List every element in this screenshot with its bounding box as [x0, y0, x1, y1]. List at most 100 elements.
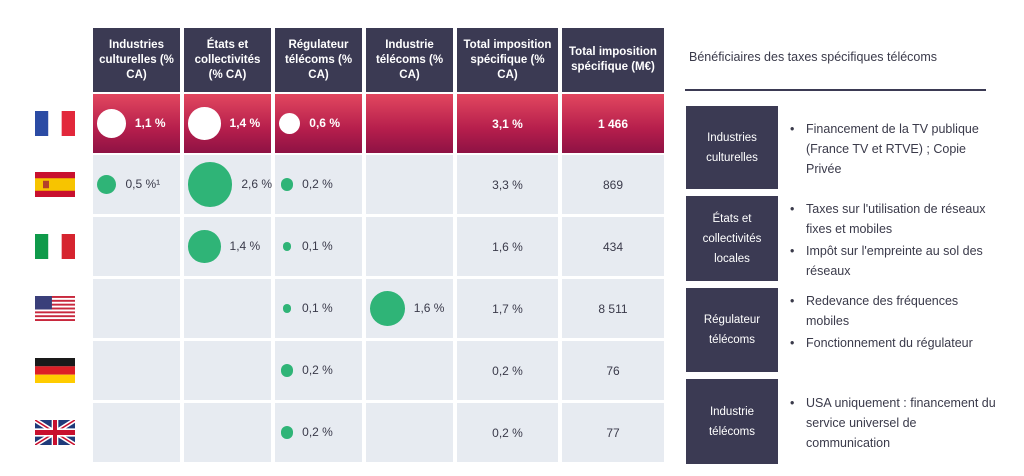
total-label: 869 — [602, 177, 624, 192]
beneficiary-list-regulateur-telecoms: Redevance des fréquences mobiles Fonctio… — [790, 291, 1000, 355]
cell-etats-collectivites: 2,6 % — [184, 155, 273, 214]
cell-total-meur: 77 — [562, 403, 664, 462]
beneficiary-item: Redevance des fréquences mobiles — [790, 291, 1000, 331]
value-label: 0,5 %¹ — [125, 177, 161, 191]
value-label: 0,1 % — [302, 239, 333, 253]
value-label: 1,1 % — [134, 116, 166, 130]
cell-etats-collectivites — [184, 403, 271, 462]
value-label: 1,4 % — [229, 239, 261, 253]
beneficiary-item: Impôt sur l'empreinte au sol des réseaux — [790, 241, 1000, 281]
cell-etats-collectivites — [184, 279, 271, 338]
beneficiary-label-etats-collectivites: États et collectivités locales — [686, 196, 778, 281]
flag-france-icon — [35, 111, 75, 136]
cell-regulateur: 0,1 % — [275, 279, 362, 338]
cell-regulateur: 0,1 % — [275, 217, 362, 276]
value-bubble — [282, 304, 292, 313]
col-header-total-meur: Total imposition spécifique (M€) — [562, 28, 664, 92]
value-label: 0,2 % — [302, 425, 333, 439]
value-label: 0,6 % — [309, 116, 340, 130]
cell-industrie — [366, 341, 453, 400]
value-bubble — [280, 178, 294, 191]
value-label: 2,6 % — [241, 177, 273, 191]
cell-industrie — [366, 217, 453, 276]
cell-industrie — [366, 94, 453, 153]
cell-total-pct: 1,6 % — [457, 217, 558, 276]
total-label: 8 511 — [598, 301, 628, 316]
beneficiary-item: Fonctionnement du régulateur — [790, 333, 1000, 353]
cell-industries-culturelles — [93, 403, 180, 462]
total-label: 1,6 % — [492, 239, 523, 254]
value-label: 1,4 % — [229, 116, 261, 130]
total-label: 0,2 % — [492, 425, 523, 440]
beneficiary-list-industries-culturelles: Financement de la TV publique (France TV… — [790, 119, 1000, 181]
value-bubble — [188, 162, 233, 207]
value-label: 0,1 % — [302, 301, 333, 315]
cell-industries-culturelles — [93, 341, 180, 400]
cell-etats-collectivites — [184, 341, 271, 400]
value-bubble — [282, 242, 292, 251]
value-bubble — [279, 112, 301, 135]
cell-total-pct: 3,3 % — [457, 155, 558, 214]
cell-total-pct: 0,2 % — [457, 341, 558, 400]
flag-spain-icon — [35, 172, 75, 197]
value-label: 0,2 % — [302, 363, 333, 377]
cell-industries-culturelles — [93, 279, 180, 338]
beneficiary-item: Taxes sur l'utilisation de réseaux fixes… — [790, 199, 1000, 239]
flag-italy-icon — [35, 234, 75, 259]
cell-total-meur: 8 511 — [562, 279, 664, 338]
cell-regulateur: 0,2 % — [275, 341, 362, 400]
beneficiary-label-industrie-telecoms: Industrie télécoms — [686, 379, 778, 464]
total-label: 3,1 % — [492, 116, 523, 131]
beneficiaries-divider — [685, 89, 986, 91]
cell-industrie: 1,6 % — [366, 279, 453, 338]
value-bubble — [188, 230, 221, 263]
value-bubble — [97, 174, 117, 195]
cell-industries-culturelles: 1,1 % — [93, 94, 180, 153]
cell-industrie — [366, 403, 453, 462]
beneficiary-list-industrie-telecoms: USA uniquement : financement du service … — [790, 393, 1000, 455]
cell-total-meur: 76 — [562, 341, 664, 400]
cell-regulateur: 0,6 % — [275, 94, 362, 153]
flag-germany-icon — [35, 358, 75, 383]
cell-total-pct: 0,2 % — [457, 403, 558, 462]
col-header-regulateur-telecoms: Régulateur télécoms (% CA) — [275, 28, 362, 92]
beneficiary-item: USA uniquement : financement du service … — [790, 393, 1000, 453]
cell-etats-collectivites: 1,4 % — [184, 217, 271, 276]
col-header-total-pct: Total imposition spécifique (% CA) — [457, 28, 558, 92]
total-label: 77 — [606, 425, 620, 440]
total-label: 3,3 % — [492, 177, 523, 192]
col-header-industrie-telecoms: Industrie télécoms (% CA) — [366, 28, 453, 92]
value-label: 1,6 % — [413, 301, 445, 315]
cell-total-meur: 869 — [562, 155, 664, 214]
total-label: 1 466 — [597, 116, 629, 131]
col-header-etats-collectivites: États et collectivités (% CA) — [184, 28, 271, 92]
total-label: 76 — [606, 363, 620, 378]
cell-total-meur: 1 466 — [562, 94, 664, 153]
cell-industrie — [366, 155, 453, 214]
value-bubble — [97, 109, 126, 138]
cell-total-pct: 3,1 % — [457, 94, 558, 153]
value-bubble — [280, 426, 294, 439]
value-bubble — [280, 364, 294, 377]
total-label: 434 — [602, 239, 624, 254]
cell-regulateur: 0,2 % — [275, 403, 362, 462]
beneficiaries-title: Bénéficiaires des taxes spécifiques télé… — [689, 50, 938, 64]
total-label: 0,2 % — [492, 363, 523, 378]
cell-industries-culturelles — [93, 217, 180, 276]
beneficiary-list-etats-collectivites: Taxes sur l'utilisation de réseaux fixes… — [790, 199, 1000, 283]
cell-total-pct: 1,7 % — [457, 279, 558, 338]
flag-usa-icon — [35, 296, 75, 321]
beneficiary-item: Financement de la TV publique (France TV… — [790, 119, 1000, 179]
beneficiary-label-industries-culturelles: Industries culturelles — [686, 106, 778, 189]
col-header-industries-culturelles: Industries culturelles (% CA) — [93, 28, 180, 92]
value-bubble — [370, 291, 405, 326]
beneficiary-label-regulateur-telecoms: Régulateur télécoms — [686, 288, 778, 372]
value-label: 0,2 % — [302, 177, 333, 191]
value-bubble — [188, 107, 221, 140]
total-label: 1,7 % — [492, 301, 523, 316]
cell-industries-culturelles: 0,5 %¹ — [93, 155, 180, 214]
flag-uk-icon — [34, 417, 76, 448]
cell-total-meur: 434 — [562, 217, 664, 276]
cell-etats-collectivites: 1,4 % — [184, 94, 271, 153]
cell-regulateur: 0,2 % — [275, 155, 362, 214]
